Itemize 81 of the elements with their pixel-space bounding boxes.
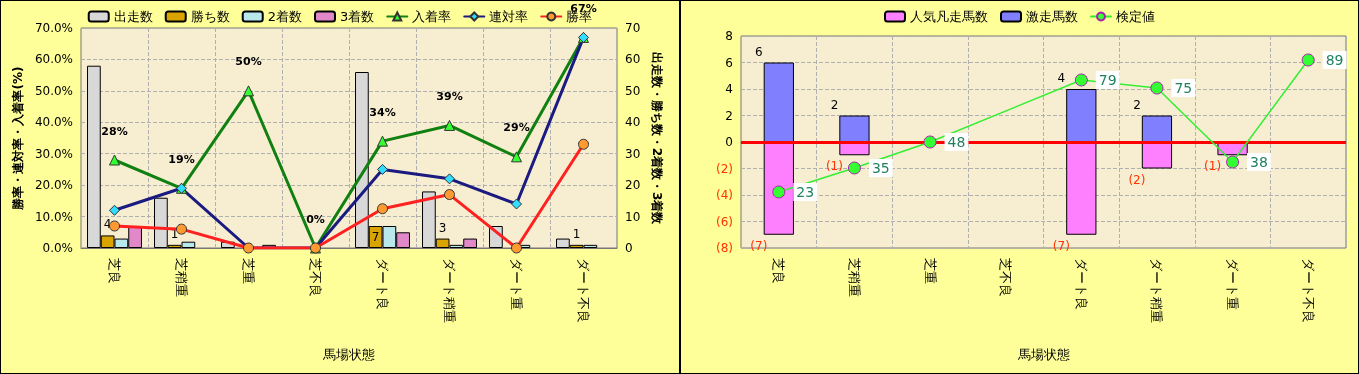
x-tick-label: ダート稍重	[1149, 258, 1165, 323]
y2-tick-label: 40	[625, 115, 641, 130]
x-tick-label: ダート良	[1073, 258, 1089, 310]
y2-tick-label: 20	[625, 178, 641, 193]
y-tick-label: 6	[725, 55, 733, 70]
data-label: (2)	[1128, 172, 1146, 187]
data-label: 19%	[168, 152, 195, 166]
y2-tick-label: 30	[625, 146, 641, 161]
y2-tick-label: 70	[625, 21, 641, 35]
x-tick-label: 芝重	[241, 258, 256, 284]
data-label: 23	[796, 184, 815, 200]
legend-label: 3着数	[340, 9, 375, 24]
data-label: (7)	[1052, 238, 1070, 253]
x-tick-label: 芝稍重	[846, 258, 862, 297]
y-tick-label: 40.0%	[34, 115, 73, 130]
y-tick-label: (4)	[716, 188, 733, 202]
y-tick-label: 0.0%	[42, 241, 73, 255]
x-tick-label: 芝良	[107, 258, 122, 284]
x-tick-label: ダート不良	[576, 258, 591, 323]
y-axis-title: 勝率・連対率・入着率(%)	[10, 66, 25, 211]
y2-axis-title: 出走数・勝ち数・2着数・3着数	[650, 51, 665, 226]
y-tick-label: 60.0%	[34, 52, 73, 67]
legend-label: 検定値	[1116, 9, 1155, 24]
data-label: 2	[1133, 97, 1141, 112]
x-tick-label: ダート稍重	[442, 258, 457, 323]
data-label: 4	[1057, 71, 1066, 85]
y2-tick-label: 60	[625, 52, 641, 67]
data-label: (1)	[1204, 159, 1222, 174]
data-label: 79	[1098, 72, 1117, 88]
y-tick-label: 10.0%	[34, 209, 73, 224]
legend-label: 入着率	[412, 9, 452, 24]
x-axis-title: 馬場状態	[322, 347, 375, 362]
y-tick-label: 4	[725, 82, 733, 96]
x-tick-label: ダート良	[375, 258, 390, 310]
x-tick-label: 芝良	[771, 258, 787, 284]
x-axis-title: 馬場状態	[1016, 347, 1070, 362]
y-tick-label: (6)	[716, 214, 733, 229]
legend-label: 人気凡走馬数	[910, 9, 988, 24]
x-tick-label: ダート重	[1225, 258, 1241, 310]
data-label: 1	[572, 226, 581, 241]
data-label: 35	[871, 160, 890, 176]
data-label: 29%	[503, 121, 530, 135]
legend-label: 勝ち数	[190, 9, 230, 24]
data-label: 48	[947, 134, 966, 150]
data-label: 50%	[235, 55, 262, 69]
data-label: 38	[1250, 154, 1268, 170]
data-label: 0%	[306, 212, 325, 226]
legend-label: 2着数	[267, 9, 303, 24]
data-label: (1)	[825, 159, 843, 174]
data-label: 4	[103, 217, 112, 232]
y-tick-label: 30.0%	[34, 146, 73, 161]
legend-label: 連対率	[489, 9, 529, 24]
y2-tick-label: 0	[625, 241, 633, 255]
y-tick-label: (2)	[716, 161, 733, 176]
data-label: 2	[830, 97, 839, 112]
data-label: 6	[754, 44, 763, 59]
x-tick-label: 芝不良	[998, 258, 1014, 297]
x-tick-label: ダート不良	[1300, 258, 1316, 323]
legend-label: 出走数	[113, 9, 153, 24]
data-label: 39%	[436, 89, 463, 103]
y-tick-label: 50.0%	[34, 83, 73, 98]
y2-tick-label: 10	[625, 209, 641, 224]
x-tick-label: ダート重	[509, 258, 524, 310]
data-label: 34%	[369, 105, 396, 119]
x-tick-label: 芝重	[922, 258, 938, 284]
x-tick-label: 芝不良	[308, 258, 323, 297]
y-tick-label: 8	[725, 29, 733, 43]
y-tick-label: 0	[725, 135, 733, 149]
data-label: 75	[1174, 80, 1193, 96]
y-tick-label: (8)	[716, 241, 733, 255]
y-tick-label: 2	[725, 108, 733, 123]
data-label: 89	[1325, 52, 1344, 68]
legend-label: 激走馬数	[1026, 9, 1078, 24]
data-label: 28%	[101, 124, 128, 138]
y-tick-label: 20.0%	[34, 178, 73, 193]
data-label: 7	[371, 230, 380, 244]
y-tick-label: 70.0%	[34, 21, 73, 35]
y2-tick-label: 50	[625, 83, 641, 98]
data-label: (7)	[750, 238, 768, 253]
data-label: 3	[438, 220, 447, 235]
x-tick-label: 芝稍重	[174, 258, 189, 297]
